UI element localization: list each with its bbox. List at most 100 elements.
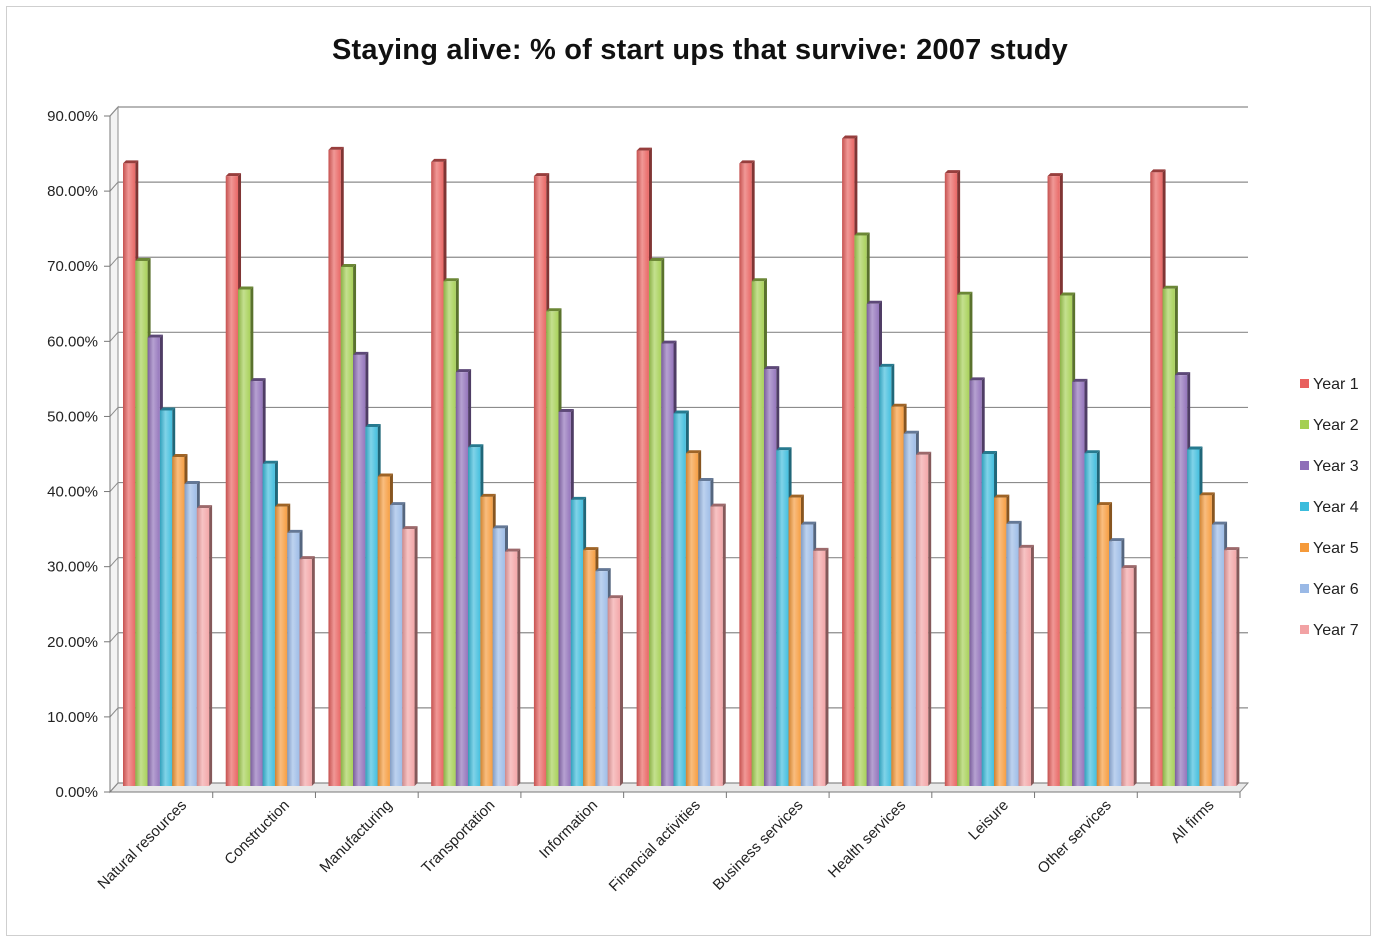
bar-top <box>981 451 998 455</box>
legend-swatch <box>1300 543 1309 552</box>
bar-side <box>928 451 932 786</box>
bar <box>1109 541 1122 786</box>
bar-top <box>710 503 726 507</box>
bar <box>1150 172 1163 786</box>
bar-top <box>595 568 611 572</box>
bar-top <box>570 496 587 500</box>
bar <box>274 506 288 786</box>
bar-top <box>878 363 895 367</box>
bar <box>1059 295 1073 786</box>
bar-top <box>891 403 907 407</box>
bar <box>969 380 982 786</box>
bar-top <box>1199 492 1215 496</box>
y-tick-label: 60.00% <box>47 333 98 350</box>
bar <box>123 163 136 787</box>
bar <box>710 506 723 786</box>
gridline-depth <box>109 407 119 417</box>
bar-top <box>172 454 188 458</box>
bar-top <box>763 366 780 370</box>
bar <box>1072 381 1085 786</box>
y-tick-label: 10.00% <box>47 709 98 726</box>
bar-top <box>1006 520 1022 524</box>
bar <box>813 550 826 786</box>
gridline-depth <box>109 106 119 117</box>
bar-top <box>389 502 406 506</box>
gridline-depth <box>109 782 119 793</box>
bar <box>891 406 904 786</box>
bar-top <box>1224 547 1240 551</box>
legend-label: Year 1 <box>1313 376 1359 393</box>
bar-top <box>480 493 496 497</box>
bar-top <box>583 547 599 551</box>
bar-top <box>328 146 344 150</box>
bar-top <box>842 135 858 139</box>
bar <box>546 311 559 786</box>
bar-side <box>1133 565 1137 786</box>
bar-top <box>147 334 163 338</box>
bar <box>1162 288 1175 786</box>
bar <box>1174 375 1188 786</box>
bar-top <box>340 263 357 267</box>
bar <box>1224 550 1237 786</box>
gridline-depth <box>109 482 119 492</box>
bar <box>1084 453 1097 786</box>
bar-top <box>1109 538 1125 542</box>
bar-top <box>994 494 1010 498</box>
bar-top <box>1162 285 1178 289</box>
gridline-depth <box>109 256 119 267</box>
chart-title: Staying alive: % of start ups that survi… <box>331 34 1069 66</box>
x-category-label: Health services <box>825 797 910 882</box>
bar <box>389 505 403 786</box>
y-tick-label: 90.00% <box>47 108 98 125</box>
bar-top <box>468 444 484 448</box>
bar-top <box>455 369 472 373</box>
y-tick-label: 50.00% <box>47 408 98 425</box>
gridline-depth <box>109 332 119 342</box>
bar-top <box>225 173 242 177</box>
bar-side <box>311 556 315 786</box>
bar-top <box>184 481 200 485</box>
bar-side <box>1236 547 1240 786</box>
bar-top <box>957 291 973 295</box>
bar-top <box>492 525 508 529</box>
bar-top <box>287 529 303 533</box>
bar <box>1211 524 1225 786</box>
x-category-label: Natural resources <box>94 797 190 893</box>
bar-side <box>1030 544 1034 786</box>
x-category-label: Other services <box>1034 797 1114 877</box>
bar-top <box>1187 446 1203 450</box>
bar-top <box>661 340 677 344</box>
bar-top <box>377 473 393 477</box>
x-category-label: All firms <box>1168 797 1218 847</box>
legend-label: Year 2 <box>1313 417 1359 434</box>
bar-top <box>274 503 291 507</box>
bar-side <box>209 505 213 786</box>
x-category-label: Leisure <box>965 797 1012 844</box>
bar <box>981 454 995 786</box>
bar-top <box>238 286 254 290</box>
legend-label: Year 3 <box>1313 458 1359 475</box>
bar <box>776 450 789 786</box>
bar <box>262 463 275 786</box>
bar-top <box>673 410 689 414</box>
bar <box>1199 495 1212 786</box>
bar-top <box>788 494 804 498</box>
legend-swatch <box>1300 625 1309 634</box>
bar <box>480 496 493 786</box>
bar-side <box>722 503 726 786</box>
gridline-depth <box>109 557 119 567</box>
bar <box>238 289 251 786</box>
bar-top <box>1084 450 1100 454</box>
bar <box>443 281 456 786</box>
bar <box>800 524 814 786</box>
bar-top <box>944 170 961 174</box>
x-category-label: Financial activities <box>606 797 704 895</box>
bar <box>353 354 366 786</box>
bar-top <box>546 308 562 312</box>
bar <box>225 176 239 786</box>
y-tick-label: 40.00% <box>47 484 98 501</box>
bar <box>492 528 505 786</box>
gridline-depth <box>109 632 119 643</box>
bar <box>1121 568 1134 786</box>
